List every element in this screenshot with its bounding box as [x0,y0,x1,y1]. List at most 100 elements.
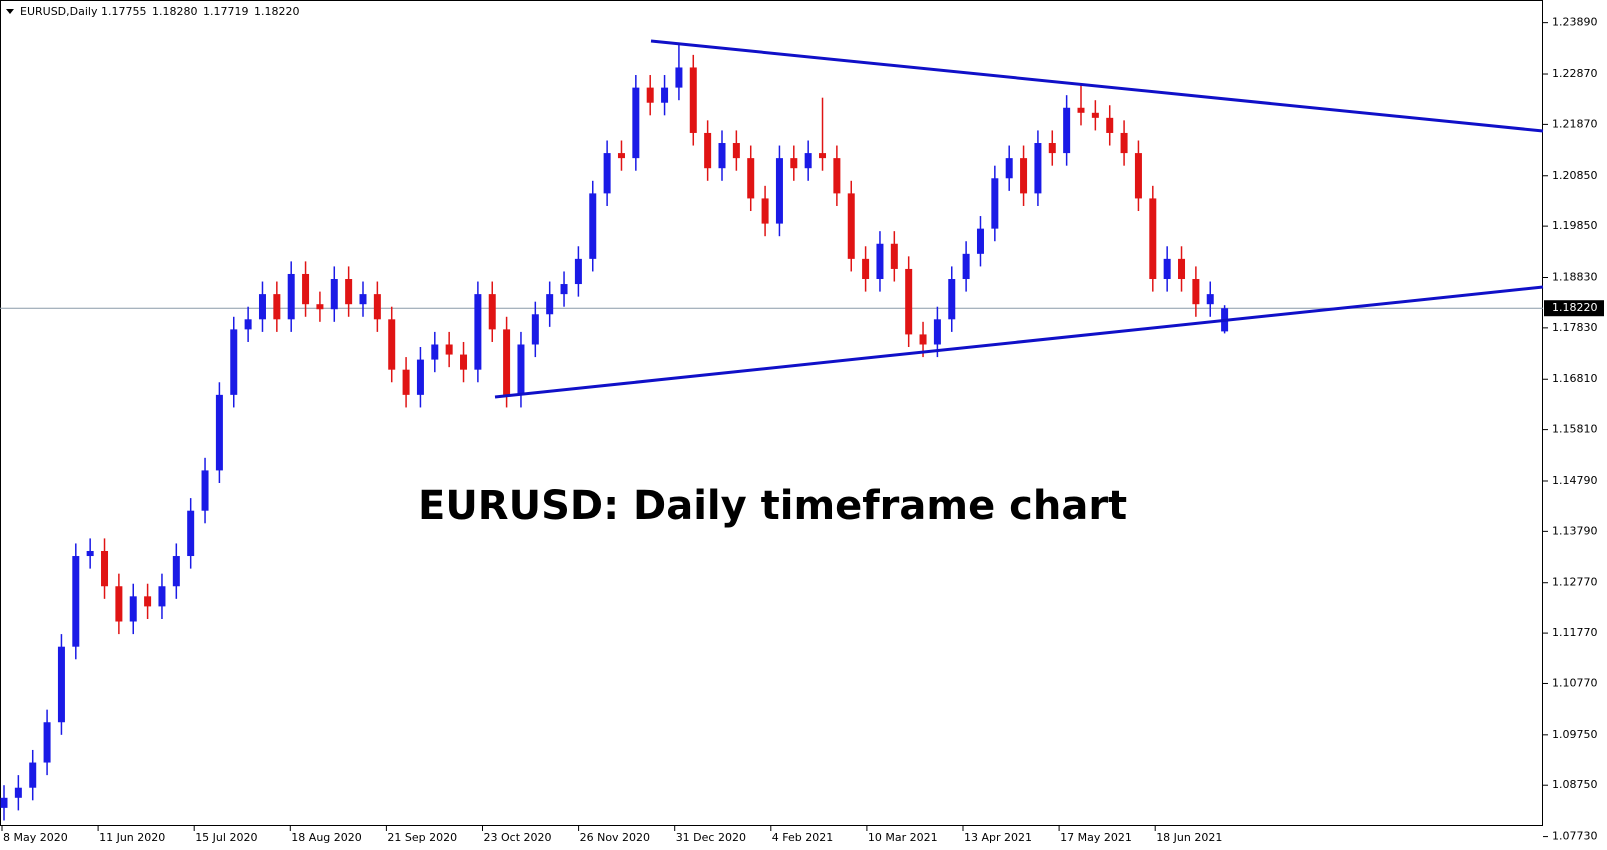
candle-body [933,319,941,345]
y-tick-label: 1.10770 [1552,676,1598,689]
candle-body [1048,143,1056,154]
candle-body [876,243,884,280]
symbol-label: EURUSD,Daily [20,5,98,18]
candle-body [661,87,669,103]
trendlines [494,39,1544,399]
x-tick-label: 10 Mar 2021 [868,831,938,844]
candle-body [488,294,496,330]
candle-body [1206,294,1214,305]
candle-body [43,722,51,763]
candle-body [991,178,999,229]
candle-body [273,294,281,320]
x-tick-label: 31 Dec 2020 [676,831,746,844]
x-tick-label: 4 Feb 2021 [772,831,833,844]
candle-body [144,596,152,607]
candle-body [158,586,166,607]
candle-body [57,646,65,723]
candle-body [1163,258,1171,280]
x-tick-label: 13 Apr 2021 [964,831,1032,844]
x-tick-label: 18 Jun 2021 [1156,831,1222,844]
candle-body [1034,143,1042,194]
candle-body [675,67,683,88]
y-tick-label: 1.17830 [1552,321,1598,334]
candle-body [302,273,310,305]
candle-body [804,153,812,169]
y-tick-label: 1.23890 [1552,16,1598,29]
candle-body [201,470,209,511]
candle-body [244,319,252,330]
y-tick-label: 1.13790 [1552,524,1598,537]
candle-body [546,294,554,315]
y-tick-label: 1.19850 [1552,219,1598,232]
candle-body [1020,158,1028,194]
candle-body [1091,112,1099,118]
annotation: EURUSD: Daily timeframe chart [418,483,1127,529]
candle-body [29,762,37,788]
candle-body [359,294,367,305]
candle-body [775,158,783,224]
candle-body [330,279,338,310]
candle-body [14,787,22,798]
candle-body [402,369,410,395]
y-tick-label: 1.15810 [1552,423,1598,436]
candle-body [919,334,927,345]
candle-body [0,797,8,808]
candle-body [976,228,984,254]
candle-body [416,359,424,395]
candle-body [747,158,755,199]
candle-body [101,550,109,587]
y-tick-label: 1.14790 [1552,474,1598,487]
candle-body [847,193,855,259]
candle-body [187,510,195,557]
candle-body [617,153,625,159]
candle-body [574,258,582,285]
candle-body [388,319,396,370]
candle-body [460,354,468,370]
y-tick-label: 1.20850 [1552,169,1598,182]
candle-body [905,268,913,335]
x-tick-label: 21 Sep 2020 [387,831,457,844]
candle-body [732,143,740,159]
candle-body [1063,107,1071,154]
x-tick-label: 17 May 2021 [1060,831,1132,844]
ohlc-open: 1.17755 [101,5,147,18]
x-tick-label: 8 May 2020 [3,831,68,844]
candle-body [704,132,712,169]
candle-body [603,153,611,194]
x-tick-label: 26 Nov 2020 [580,831,650,844]
plot-frame [0,0,1543,826]
x-tick-label: 18 Aug 2020 [291,831,361,844]
ohlc-close: 1.18220 [254,5,300,18]
candle-body [689,67,697,133]
candle-body [560,284,568,295]
candle-body [86,550,94,557]
candle-body [287,273,295,320]
y-tick-label: 1.22870 [1552,67,1598,80]
candle-body [517,344,525,395]
candle-body [1077,107,1085,113]
candle-body [172,556,180,587]
y-tick-label: 1.08750 [1552,778,1598,791]
y-tick-label: 1.16810 [1552,372,1598,385]
candle-body [445,344,453,355]
lower-trendline [494,285,1544,399]
candle-body [718,143,726,169]
candle-body [531,314,539,345]
candle-body [1005,158,1013,179]
y-tick-label: 1.11770 [1552,626,1598,639]
candle-body [890,243,898,269]
ohlc-high: 1.18280 [152,5,198,18]
candle-body [632,87,640,159]
x-tick-label: 15 Jul 2020 [195,831,257,844]
candle-body [72,556,80,647]
y-tick-label: 1.18830 [1552,271,1598,284]
candle-body [345,279,353,305]
current-price-box [1544,300,1604,317]
candle-body [1149,198,1157,280]
candle-body [833,158,841,194]
x-tick-label: 23 Oct 2020 [484,831,552,844]
y-tick-label: 1.12770 [1552,576,1598,589]
y-tick-label: 1.07730 [1552,830,1598,843]
